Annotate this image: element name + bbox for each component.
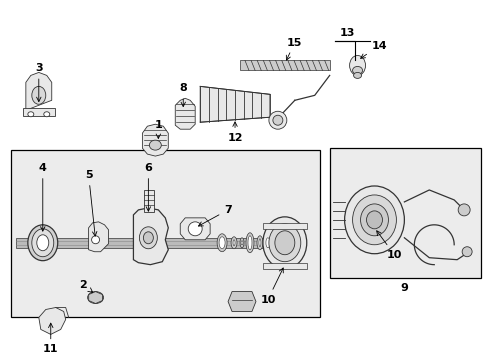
Ellipse shape: [217, 234, 226, 252]
Ellipse shape: [366, 211, 382, 229]
Ellipse shape: [233, 240, 235, 246]
Ellipse shape: [268, 224, 300, 262]
Text: 9: 9: [400, 283, 407, 293]
Ellipse shape: [457, 204, 469, 216]
Polygon shape: [26, 72, 52, 110]
Text: 12: 12: [227, 122, 242, 143]
Text: 14: 14: [360, 41, 386, 58]
Ellipse shape: [240, 238, 244, 248]
Ellipse shape: [230, 237, 237, 249]
Ellipse shape: [352, 67, 362, 75]
Ellipse shape: [268, 111, 286, 129]
Text: 13: 13: [339, 28, 355, 37]
Ellipse shape: [149, 140, 161, 150]
Polygon shape: [142, 124, 168, 156]
Polygon shape: [88, 222, 108, 252]
Bar: [329, 148, 480, 278]
Text: 3: 3: [35, 63, 42, 102]
Polygon shape: [200, 86, 269, 122]
Ellipse shape: [188, 222, 202, 236]
Ellipse shape: [91, 236, 100, 244]
Polygon shape: [227, 292, 255, 311]
Bar: [11, 150, 319, 318]
Ellipse shape: [344, 186, 404, 254]
Ellipse shape: [241, 241, 243, 245]
Polygon shape: [180, 218, 210, 240]
Ellipse shape: [28, 225, 58, 261]
Polygon shape: [39, 307, 65, 334]
Ellipse shape: [349, 55, 365, 75]
Ellipse shape: [461, 247, 471, 257]
Ellipse shape: [263, 217, 306, 269]
Polygon shape: [133, 208, 168, 265]
Polygon shape: [88, 292, 102, 303]
Polygon shape: [175, 98, 195, 129]
Ellipse shape: [259, 239, 261, 247]
Ellipse shape: [139, 227, 157, 249]
Text: 5: 5: [84, 170, 97, 236]
Ellipse shape: [87, 292, 103, 303]
Bar: [263, 263, 306, 269]
Ellipse shape: [265, 238, 269, 248]
Ellipse shape: [264, 235, 271, 251]
Ellipse shape: [219, 237, 224, 249]
Ellipse shape: [353, 72, 361, 78]
Ellipse shape: [352, 195, 396, 245]
Bar: [263, 223, 306, 229]
Ellipse shape: [44, 112, 50, 117]
Text: 11: 11: [43, 323, 59, 354]
Ellipse shape: [360, 204, 387, 236]
Text: 4: 4: [39, 163, 47, 231]
Text: 8: 8: [179, 84, 187, 107]
Text: 7: 7: [198, 205, 231, 226]
Ellipse shape: [37, 235, 49, 251]
Text: 6: 6: [144, 163, 152, 211]
Ellipse shape: [245, 233, 253, 253]
Bar: [16, 238, 304, 248]
Bar: [144, 190, 154, 212]
Ellipse shape: [272, 115, 282, 125]
Ellipse shape: [28, 112, 34, 117]
Ellipse shape: [32, 86, 46, 104]
Text: 2: 2: [79, 280, 92, 292]
Text: 10: 10: [260, 268, 283, 305]
Ellipse shape: [247, 236, 251, 250]
Bar: [23, 108, 55, 116]
Bar: [240, 60, 329, 71]
Text: 1: 1: [154, 120, 162, 139]
Ellipse shape: [143, 232, 153, 244]
Ellipse shape: [32, 229, 54, 257]
Ellipse shape: [274, 231, 294, 255]
Text: 15: 15: [286, 37, 302, 60]
Text: 10: 10: [376, 231, 401, 260]
Ellipse shape: [256, 236, 263, 250]
